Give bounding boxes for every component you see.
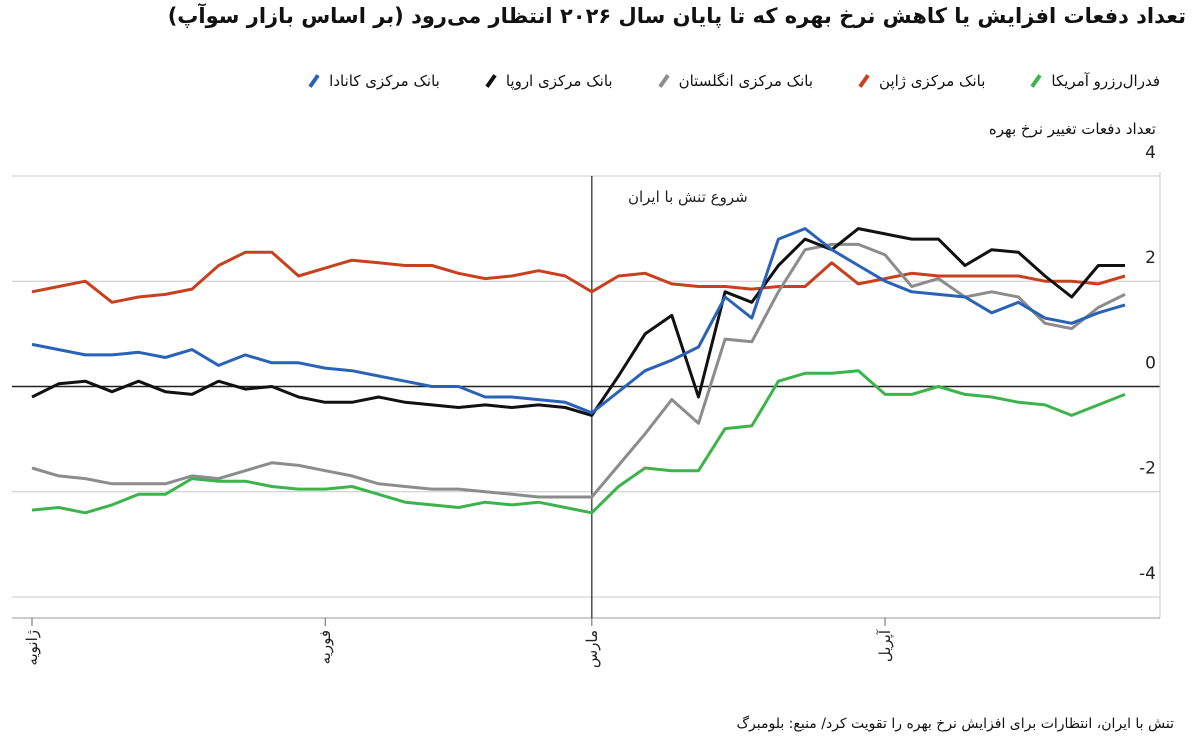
footer: تنش با ایران، انتظارات برای افزایش نرخ ب… — [736, 716, 1174, 732]
series-line — [31, 227, 1126, 415]
legend: فدرال‌رزرو آمریکا بانک مرکزی ژاپن بانک مرک… — [307, 72, 1160, 90]
y-tick-label: -2 — [1139, 459, 1156, 479]
legend-item: بانک مرکزی کانادا — [307, 72, 440, 90]
y-tick-label: 4 — [1145, 143, 1156, 163]
chart-title: تعداد دفعات افزایش یا کاهش نرخ بهره که ت… — [167, 4, 1186, 28]
legend-item: بانک مرکزی انگلستان — [657, 72, 813, 90]
legend-label: بانک مرکزی اروپا — [505, 72, 613, 90]
legend-label: بانک مرکزی ژاپن — [879, 72, 986, 90]
event-label: شروع تنش با ایران — [628, 188, 748, 206]
x-tick-label: فوریه — [316, 630, 334, 664]
x-tick-label: مارس — [583, 630, 601, 668]
y-tick-label: 2 — [1145, 248, 1156, 268]
legend-item: بانک مرکزی ژاپن — [857, 72, 985, 90]
legend-item: فدرال‌رزرو آمریکا — [1029, 72, 1160, 90]
series-line — [31, 250, 1126, 304]
legend-item: بانک مرکزی اروپا — [484, 72, 613, 90]
series-line — [31, 227, 1125, 417]
legend-label: بانک مرکزی کانادا — [329, 72, 440, 90]
legend-label: بانک مرکزی انگلستان — [678, 72, 814, 90]
series-line — [31, 242, 1126, 499]
series-line — [31, 369, 1126, 515]
y-tick-label: -4 — [1139, 564, 1156, 584]
x-tick-label: آپریل — [876, 629, 895, 662]
y-tick-label: 0 — [1145, 353, 1156, 373]
legend-label: فدرال‌رزرو آمریکا — [1051, 72, 1160, 90]
x-tick-label: ژانویه — [23, 630, 41, 666]
y-axis-label: تعداد دفعات تغییر نرخ بهره — [988, 120, 1156, 138]
